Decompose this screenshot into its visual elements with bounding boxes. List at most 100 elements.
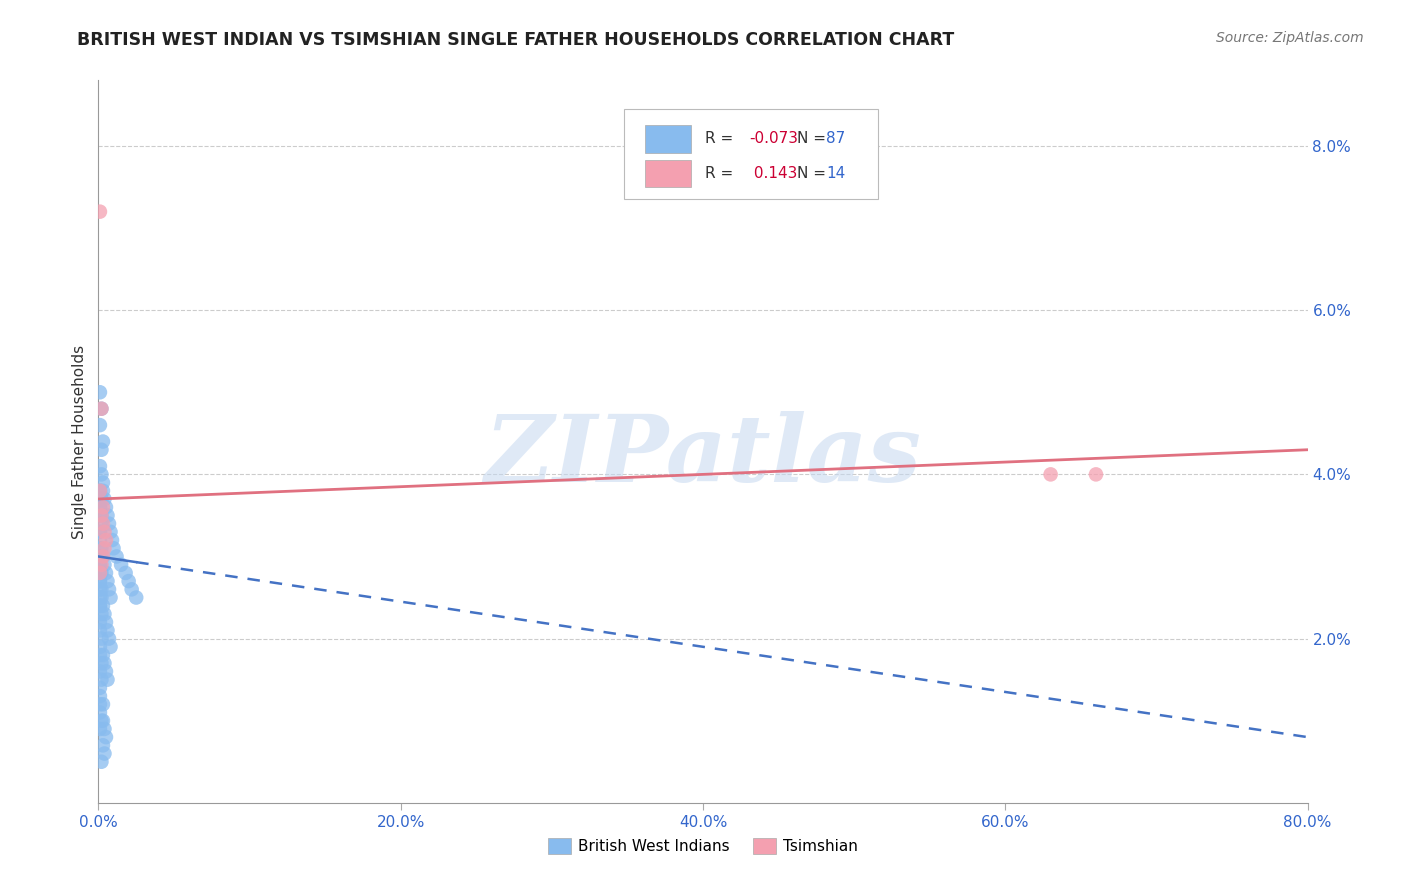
Point — [90, 607, 112, 621]
Point — [91, 500, 114, 515]
Point — [90, 516, 112, 531]
Point — [89, 640, 111, 654]
Text: N =: N = — [797, 166, 831, 181]
Point — [93, 657, 115, 671]
Point — [89, 549, 111, 564]
Point — [94, 615, 117, 630]
Point — [89, 681, 111, 695]
Point — [91, 434, 114, 449]
Point — [91, 516, 114, 531]
Point — [90, 558, 112, 572]
Point — [93, 747, 115, 761]
Point — [118, 574, 141, 588]
Point — [89, 483, 111, 498]
Point — [90, 508, 112, 523]
Bar — [645, 160, 690, 187]
Point — [98, 582, 121, 597]
Point — [89, 500, 111, 515]
Point — [89, 599, 111, 613]
Point — [91, 483, 114, 498]
Point — [94, 566, 117, 580]
Point — [90, 508, 112, 523]
Point — [103, 541, 125, 556]
Point — [93, 491, 115, 506]
Point — [90, 714, 112, 728]
Text: BRITISH WEST INDIAN VS TSIMSHIAN SINGLE FATHER HOUSEHOLDS CORRELATION CHART: BRITISH WEST INDIAN VS TSIMSHIAN SINGLE … — [77, 31, 955, 49]
Point — [93, 558, 115, 572]
Point — [89, 722, 111, 736]
Point — [1039, 467, 1062, 482]
Point — [90, 582, 112, 597]
Point — [93, 524, 115, 539]
Point — [90, 491, 112, 506]
Point — [114, 566, 136, 580]
Point — [93, 541, 115, 556]
Point — [125, 591, 148, 605]
Point — [91, 549, 114, 564]
Point — [89, 615, 111, 630]
Point — [89, 418, 111, 433]
Point — [98, 632, 121, 646]
Point — [89, 541, 111, 556]
Point — [89, 508, 111, 523]
Point — [89, 558, 111, 572]
Point — [90, 755, 112, 769]
Point — [93, 607, 115, 621]
Point — [94, 500, 117, 515]
Point — [91, 714, 114, 728]
Point — [91, 599, 114, 613]
Point — [90, 566, 112, 580]
Y-axis label: Single Father Households: Single Father Households — [72, 344, 87, 539]
Point — [96, 574, 118, 588]
Point — [89, 483, 111, 498]
Point — [89, 582, 111, 597]
Point — [110, 558, 132, 572]
Point — [100, 640, 122, 654]
Point — [90, 549, 112, 564]
Point — [91, 648, 114, 662]
Point — [89, 698, 111, 712]
Point — [89, 524, 111, 539]
Point — [121, 582, 143, 597]
Point — [90, 673, 112, 687]
Point — [96, 673, 118, 687]
Legend: British West Indians, Tsimshian: British West Indians, Tsimshian — [541, 832, 865, 860]
Point — [94, 533, 117, 547]
Point — [96, 508, 118, 523]
Point — [89, 500, 111, 515]
Text: ZIPatlas: ZIPatlas — [485, 411, 921, 501]
Point — [89, 599, 111, 613]
Point — [91, 739, 114, 753]
Point — [89, 459, 111, 474]
Point — [89, 574, 111, 588]
Point — [90, 541, 112, 556]
Point — [91, 549, 114, 564]
Point — [94, 730, 117, 744]
Point — [89, 385, 111, 400]
Point — [89, 566, 111, 580]
Point — [100, 524, 122, 539]
Point — [89, 204, 111, 219]
Point — [90, 632, 112, 646]
Point — [105, 549, 128, 564]
Bar — [645, 125, 690, 153]
Point — [91, 698, 114, 712]
Point — [89, 706, 111, 720]
Point — [89, 483, 111, 498]
Point — [101, 533, 124, 547]
Point — [89, 665, 111, 679]
Text: 0.143: 0.143 — [749, 166, 797, 181]
Point — [90, 467, 112, 482]
Point — [91, 475, 114, 490]
Point — [89, 558, 111, 572]
Point — [1085, 467, 1108, 482]
FancyBboxPatch shape — [624, 109, 879, 200]
Point — [90, 442, 112, 457]
Text: 87: 87 — [827, 131, 845, 146]
Text: 14: 14 — [827, 166, 845, 181]
Point — [90, 401, 112, 416]
Point — [89, 648, 111, 662]
Point — [89, 574, 111, 588]
Point — [93, 722, 115, 736]
Point — [89, 566, 111, 580]
